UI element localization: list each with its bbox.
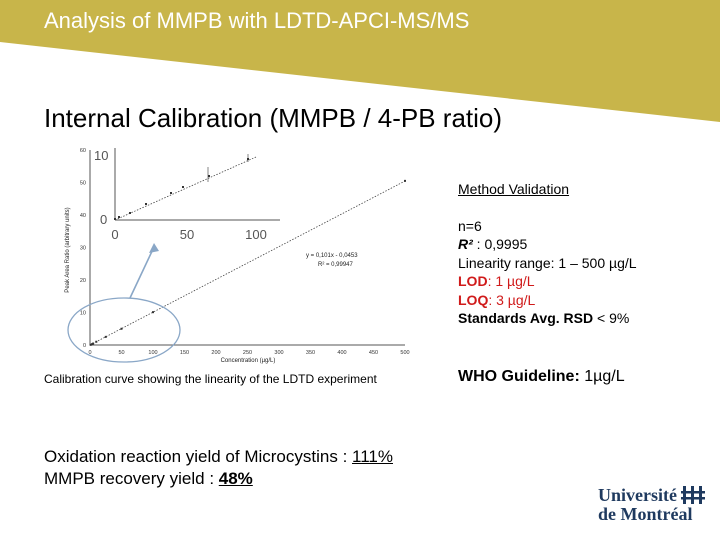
inset-y-tick: 0	[100, 212, 107, 227]
x-tick-label: 400	[337, 350, 346, 356]
lod-value: : 1 µg/L	[487, 273, 535, 289]
data-point	[90, 343, 93, 346]
data-point	[152, 311, 154, 314]
fit-equation: y = 0,101x - 0,0453	[306, 253, 358, 259]
rsd-line: Standards Avg. RSD < 9%	[458, 309, 637, 328]
zoom-arrow-head	[149, 243, 159, 253]
lod-label: LOD	[458, 273, 488, 289]
inset-point	[118, 216, 120, 218]
inset-point	[114, 218, 116, 220]
validation-heading: Method Validation	[458, 181, 570, 197]
inset-point	[145, 203, 147, 205]
x-tick-label: 150	[180, 350, 189, 356]
inset-x-tick: 50	[180, 227, 194, 242]
x-tick-label: 0	[88, 350, 91, 356]
x-tick-label: 200	[211, 350, 220, 356]
logo-text: Université de Montréal	[598, 486, 692, 524]
linearity-value: 1 – 500 µg/L	[554, 254, 637, 271]
data-point	[92, 342, 95, 345]
y-tick-label: 40	[80, 213, 86, 219]
loq-line: LOQ: 3 µg/L	[458, 291, 637, 310]
y-tick-label: 10	[80, 311, 86, 317]
rsd-value: < 9%	[593, 310, 630, 326]
y-tick-label: 50	[80, 181, 86, 187]
inset-point	[182, 186, 184, 188]
lod-line: LOD: 1 µg/L	[458, 272, 637, 291]
inset-point	[129, 212, 131, 214]
chart-y-label: Peak Area Ratio (arbitrary units)	[65, 207, 71, 292]
who-guideline: WHO Guideline: 1µg/L	[458, 368, 625, 386]
oxidation-yield-label: Oxidation reaction yield of Microcystins…	[44, 447, 353, 466]
logo-line-2: de Montréal	[598, 504, 693, 524]
loq-value: : 3 µg/L	[488, 291, 536, 308]
linearity-label: Linearity range:	[458, 254, 555, 271]
data-point	[104, 335, 107, 338]
x-tick-label: 450	[369, 350, 378, 356]
universite-de-montreal-logo: Université de Montréal	[598, 482, 708, 530]
x-tick-label: 100	[148, 350, 157, 356]
inset-points	[114, 154, 249, 220]
y-tick-label: 20	[80, 278, 86, 284]
inset-point	[208, 175, 210, 177]
who-label: WHO Guideline:	[458, 368, 580, 385]
x-tick-label: 350	[306, 350, 315, 356]
linearity-line: Linearity range: 1 – 500 µg/L	[458, 254, 637, 273]
inset-point	[170, 192, 172, 194]
oxidation-yield-value: 111%	[352, 447, 393, 466]
loq-label: LOQ	[458, 291, 489, 308]
zoom-arrow	[129, 246, 155, 299]
title-band	[0, 0, 720, 42]
method-validation-panel: Method Validation n=6 R² : 0,9995 Linear…	[458, 180, 637, 328]
r2-line: R² : 0,9995	[458, 235, 637, 254]
sample-count: n=6	[458, 217, 482, 234]
who-value: 1µg/L	[579, 368, 625, 385]
inset-x-tick: 100	[245, 227, 267, 242]
r2-label: R²	[458, 236, 473, 252]
calibration-chart: Peak Area Ratio (arbitrary units) Concen…	[65, 140, 410, 364]
title-band-slope	[0, 42, 720, 122]
data-point	[120, 327, 123, 330]
chart-caption: Calibration curve showing the linearity …	[44, 372, 377, 386]
x-tick-label: 250	[243, 350, 252, 356]
fit-line	[89, 180, 406, 346]
y-tick-label: 60	[80, 148, 86, 154]
inset-x-tick: 0	[111, 227, 118, 242]
r2-value: : 0,9995	[472, 236, 528, 252]
rsd-label: Standards Avg. RSD	[458, 310, 594, 326]
x-tick-label: 50	[118, 350, 124, 356]
recovery-yield-label: MMPB recovery yield :	[44, 469, 219, 488]
chart-x-label: Concentration (µg/L)	[221, 358, 276, 364]
slide-subtitle: Internal Calibration (MMPB / 4-PB ratio)	[44, 103, 503, 133]
fit-r2: R² = 0,99947	[318, 262, 354, 268]
logo-line-1: Université	[598, 485, 677, 505]
recovery-yield-value: 48%	[218, 469, 253, 488]
x-tick-label: 300	[274, 350, 283, 356]
oxidation-yield-line: Oxidation reaction yield of Microcystins…	[44, 446, 393, 468]
data-point	[89, 343, 92, 346]
y-tick-label: 30	[80, 246, 86, 252]
x-tick-label: 500	[400, 350, 409, 356]
low-range-highlight	[67, 297, 181, 363]
logo-emblem-icon	[681, 486, 705, 504]
data-point	[404, 179, 406, 182]
y-tick-label: 0	[83, 343, 86, 349]
recovery-yield-line: MMPB recovery yield : 48%	[44, 468, 393, 490]
yield-results: Oxidation reaction yield of Microcystins…	[44, 446, 393, 490]
inset-chart: 10 0 0 50 100	[94, 140, 287, 242]
slide-title: Analysis of MMPB with LDTD-APCI-MS/MS	[44, 8, 470, 33]
data-point	[95, 340, 98, 343]
inset-y-tick: 10	[94, 148, 108, 163]
